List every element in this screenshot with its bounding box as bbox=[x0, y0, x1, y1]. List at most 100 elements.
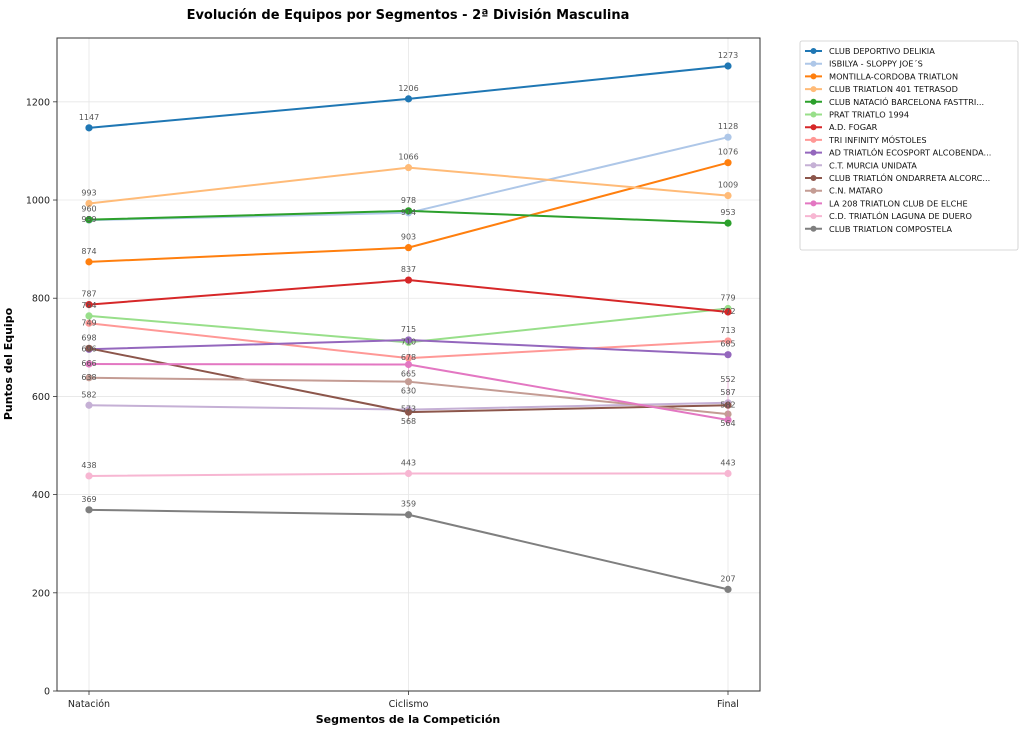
data-label: 359 bbox=[401, 500, 416, 509]
y-tick-label: 1000 bbox=[26, 196, 50, 207]
y-tick-label: 0 bbox=[44, 687, 50, 698]
data-label: 438 bbox=[81, 461, 96, 470]
y-tick-label: 200 bbox=[32, 588, 50, 599]
series-13 bbox=[85, 469, 732, 480]
data-point bbox=[724, 585, 732, 593]
legend-label: TRI INFINITY MÓSTOLES bbox=[828, 134, 927, 145]
data-point bbox=[404, 95, 413, 103]
legend-item: AD TRIATLÓN ECOSPORT ALCOBENDA... bbox=[805, 147, 991, 158]
legend-marker-swatch bbox=[810, 111, 817, 118]
legend-marker-swatch bbox=[810, 124, 817, 131]
data-point bbox=[85, 506, 93, 514]
data-label: 978 bbox=[401, 196, 416, 205]
legend-label: LA 208 TRIATLON CLUB DE ELCHE bbox=[829, 198, 968, 208]
data-label: 587 bbox=[720, 388, 735, 397]
data-point bbox=[404, 276, 413, 284]
data-label: 903 bbox=[401, 233, 416, 242]
data-label: 1147 bbox=[79, 113, 99, 122]
data-point bbox=[404, 469, 413, 478]
data-label: 974 bbox=[401, 208, 416, 217]
data-label: 837 bbox=[401, 265, 416, 274]
legend-item: CLUB TRIATLON COMPOSTELA bbox=[805, 224, 952, 234]
legend-item: CLUB DEPORTIVO DELIKIA bbox=[805, 46, 935, 56]
data-label: 582 bbox=[720, 400, 735, 409]
data-label: 1206 bbox=[398, 84, 418, 93]
legend-marker-swatch bbox=[810, 162, 817, 169]
data-label: 1009 bbox=[718, 181, 738, 190]
legend-item: C.T. MURCIA UNIDATA bbox=[805, 160, 917, 170]
legend-item: PRAT TRIATLO 1994 bbox=[805, 110, 909, 120]
data-label: 665 bbox=[401, 370, 416, 379]
legend-label: C.D. TRIATLÓN LAGUNA DE DUERO bbox=[829, 210, 972, 221]
data-label: 960 bbox=[81, 205, 96, 214]
data-label: 710 bbox=[401, 337, 416, 346]
data-point bbox=[724, 62, 732, 70]
y-axis-label: Puntos del Equipo bbox=[2, 307, 15, 420]
legend-item: CLUB TRIATLÓN ONDARRETA ALCORC... bbox=[805, 172, 990, 183]
legend-label: CLUB NATACIÓ BARCELONA FASTTRI... bbox=[829, 96, 984, 107]
x-tick-label: Natación bbox=[68, 699, 110, 710]
data-label: 564 bbox=[720, 419, 735, 428]
x-tick-label: Final bbox=[717, 699, 739, 710]
data-label: 685 bbox=[720, 340, 735, 349]
series-0 bbox=[85, 62, 732, 132]
x-tick-label: Ciclismo bbox=[389, 699, 429, 710]
legend-marker-swatch bbox=[810, 175, 817, 181]
data-label: 552 bbox=[720, 375, 735, 384]
legend-label: PRAT TRIATLO 1994 bbox=[829, 110, 909, 120]
data-label: 1128 bbox=[718, 122, 738, 131]
legend-item: TRI INFINITY MÓSTOLES bbox=[805, 134, 927, 145]
data-label: 1076 bbox=[718, 148, 738, 157]
data-label: 772 bbox=[720, 307, 735, 316]
legend-label: CLUB TRIATLÓN ONDARRETA ALCORC... bbox=[829, 172, 990, 183]
chart-title: Evolución de Equipos por Segmentos - 2ª … bbox=[187, 8, 630, 23]
legend-marker-swatch bbox=[810, 98, 817, 105]
legend-label: AD TRIATLÓN ECOSPORT ALCOBENDA... bbox=[829, 147, 991, 158]
data-point bbox=[404, 207, 413, 215]
y-axis-ticks: 0 200 400 600 800 1000 1200 bbox=[26, 97, 57, 698]
data-label: 207 bbox=[720, 574, 735, 583]
data-label: 369 bbox=[81, 495, 96, 504]
legend-item: LA 208 TRIATLON CLUB DE ELCHE bbox=[805, 198, 968, 208]
data-label: 568 bbox=[401, 417, 416, 426]
legend-item: MONTILLA-CORDOBA TRIATLON bbox=[805, 71, 958, 81]
legend: CLUB DEPORTIVO DELIKIA ISBILYA - SLOPPY J… bbox=[799, 40, 1019, 251]
series-2 bbox=[85, 159, 732, 266]
data-label: 443 bbox=[401, 458, 416, 467]
data-label: 787 bbox=[81, 290, 96, 299]
legend-marker-swatch bbox=[810, 149, 817, 156]
data-point bbox=[404, 511, 413, 519]
legend-label: CLUB TRIATLON COMPOSTELA bbox=[829, 224, 952, 234]
legend-marker-swatch bbox=[810, 200, 817, 207]
legend-item: CLUB NATACIÓ BARCELONA FASTTRI... bbox=[805, 96, 984, 107]
data-label: 953 bbox=[720, 208, 735, 217]
legend-item: C.N. MATARO bbox=[805, 186, 883, 196]
legend-item: CLUB TRIATLON 401 TETRASOD bbox=[805, 84, 958, 94]
data-point bbox=[85, 401, 93, 409]
legend-label: C.T. MURCIA UNIDATA bbox=[829, 160, 917, 170]
legend-marker-swatch bbox=[810, 73, 817, 80]
data-point bbox=[724, 351, 732, 359]
series-3 bbox=[85, 164, 732, 208]
legend-item: ISBILYA - SLOPPY JOE´S bbox=[805, 59, 923, 69]
legend-marker-swatch bbox=[810, 60, 817, 67]
legend-label: A.D. FOGAR bbox=[829, 122, 878, 132]
legend-marker-swatch bbox=[810, 225, 817, 232]
data-point bbox=[85, 124, 93, 132]
legend-item: C.D. TRIATLÓN LAGUNA DE DUERO bbox=[805, 210, 972, 221]
data-label: 713 bbox=[720, 326, 735, 335]
data-point bbox=[404, 164, 413, 172]
data-point bbox=[404, 244, 413, 252]
y-tick-label: 600 bbox=[32, 392, 50, 403]
x-axis-ticks: Natación Ciclismo Final bbox=[68, 691, 739, 710]
data-point bbox=[724, 337, 732, 345]
legend-marker-swatch bbox=[810, 213, 817, 220]
data-label: 779 bbox=[720, 294, 735, 303]
legend-label: ISBILYA - SLOPPY JOE´S bbox=[829, 59, 923, 69]
series-14 bbox=[85, 506, 732, 593]
data-point bbox=[404, 336, 413, 344]
legend-marker-swatch bbox=[810, 187, 817, 194]
data-label: 764 bbox=[81, 301, 96, 310]
